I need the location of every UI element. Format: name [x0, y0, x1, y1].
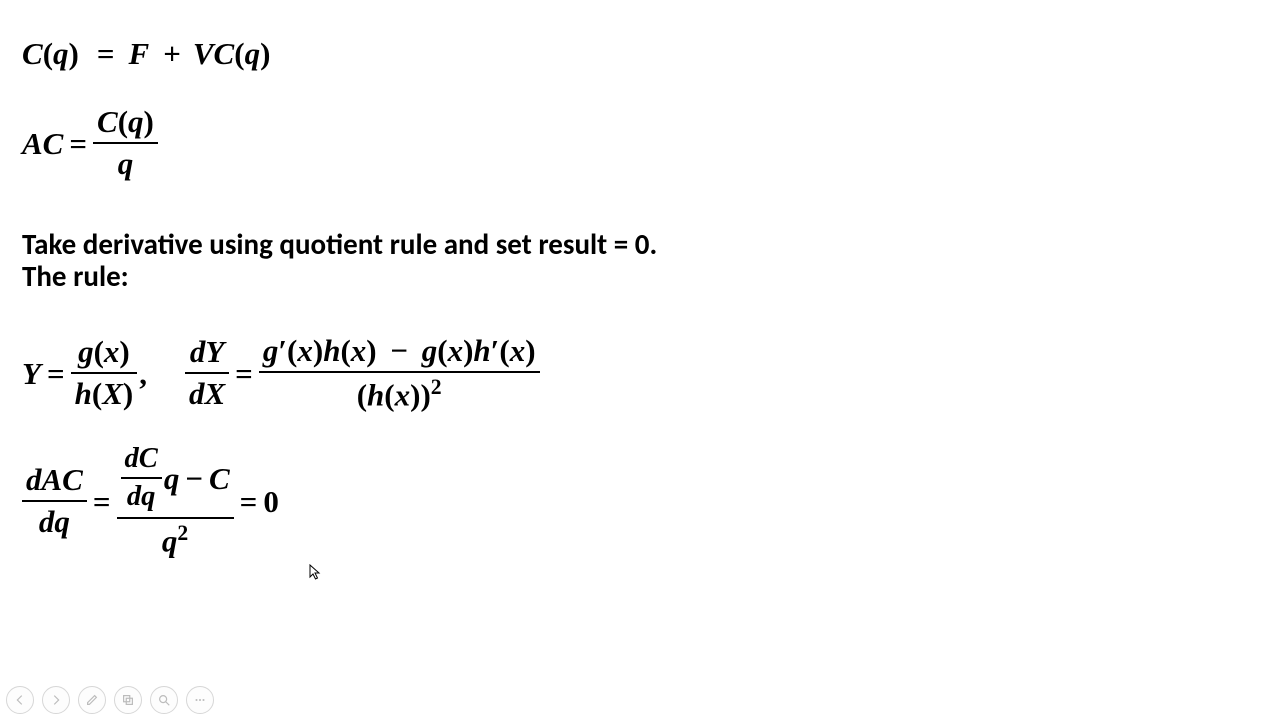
eq2-equals: = [63, 126, 93, 162]
eq2-AC: AC [22, 126, 63, 162]
dots-icon [193, 693, 207, 707]
chevron-left-icon [13, 693, 27, 707]
eq1-q: q [53, 36, 69, 72]
zoom-button[interactable] [150, 686, 178, 714]
chevron-right-icon [49, 693, 63, 707]
next-button[interactable] [42, 686, 70, 714]
eq1-C: C [22, 36, 43, 72]
equation-quotient-rule: Y = g(x) h(X) , dY dX = g′(x)h(x) − g(x)… [22, 333, 1258, 415]
instruction-text: Take derivative using quotient rule and … [22, 228, 682, 293]
eq1-F: F [129, 36, 150, 72]
zoom-icon [157, 693, 171, 707]
equation-average-cost: AC = C(q) q [22, 104, 1258, 184]
eq1-q2: q [245, 36, 261, 72]
prev-button[interactable] [6, 686, 34, 714]
eq1-plus: + [157, 36, 187, 72]
cursor-icon [309, 564, 321, 582]
eq1-equals: = [91, 36, 121, 72]
more-button[interactable] [186, 686, 214, 714]
slideshow-toolbar [6, 686, 214, 714]
see-all-slides-button[interactable] [114, 686, 142, 714]
eq1-VC: VC [193, 36, 234, 72]
copy-icon [121, 693, 135, 707]
equation-cost-fn: C ( q ) = F + VC ( q ) [22, 36, 1258, 72]
pen-icon [85, 693, 99, 707]
eq2-fraction: C(q) q [93, 104, 158, 184]
equation-dAC-dq: dAC dq = dC dq q − C q2 = 0 [22, 443, 1258, 561]
slide: C ( q ) = F + VC ( q ) AC = C(q) q Take … [0, 0, 1280, 720]
pen-button[interactable] [78, 686, 106, 714]
